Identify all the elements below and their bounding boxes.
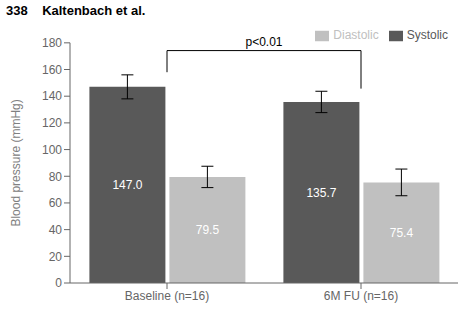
svg-text:147.0: 147.0 (112, 178, 142, 192)
svg-text:0: 0 (55, 276, 62, 290)
html-text:Diastolic: Diastolic (333, 28, 379, 42)
svg-text:60: 60 (49, 196, 63, 210)
svg-text:140: 140 (42, 89, 62, 103)
svg-text:180: 180 (42, 36, 62, 50)
svg-text:120: 120 (42, 116, 62, 130)
svg-text:100: 100 (42, 143, 62, 157)
html-text:338 Kaltenbach et al.: 338 Kaltenbach et al. (6, 3, 146, 18)
svg-text:80: 80 (49, 170, 63, 184)
svg-text:160: 160 (42, 63, 62, 77)
html-text:Systolic: Systolic (406, 28, 448, 42)
svg-text:Baseline (n=16): Baseline (n=16) (125, 289, 209, 303)
svg-text:79.5: 79.5 (196, 223, 220, 237)
svg-text:Blood pressure (mmHg): Blood pressure (mmHg) (9, 99, 23, 226)
svg-text:6M FU (n=16): 6M FU (n=16) (324, 289, 398, 303)
svg-text:40: 40 (49, 223, 63, 237)
svg-text:75.4: 75.4 (390, 226, 414, 240)
svg-text:20: 20 (49, 250, 63, 264)
svg-text:p<0.01: p<0.01 (245, 35, 282, 49)
svg-text:135.7: 135.7 (306, 186, 336, 200)
